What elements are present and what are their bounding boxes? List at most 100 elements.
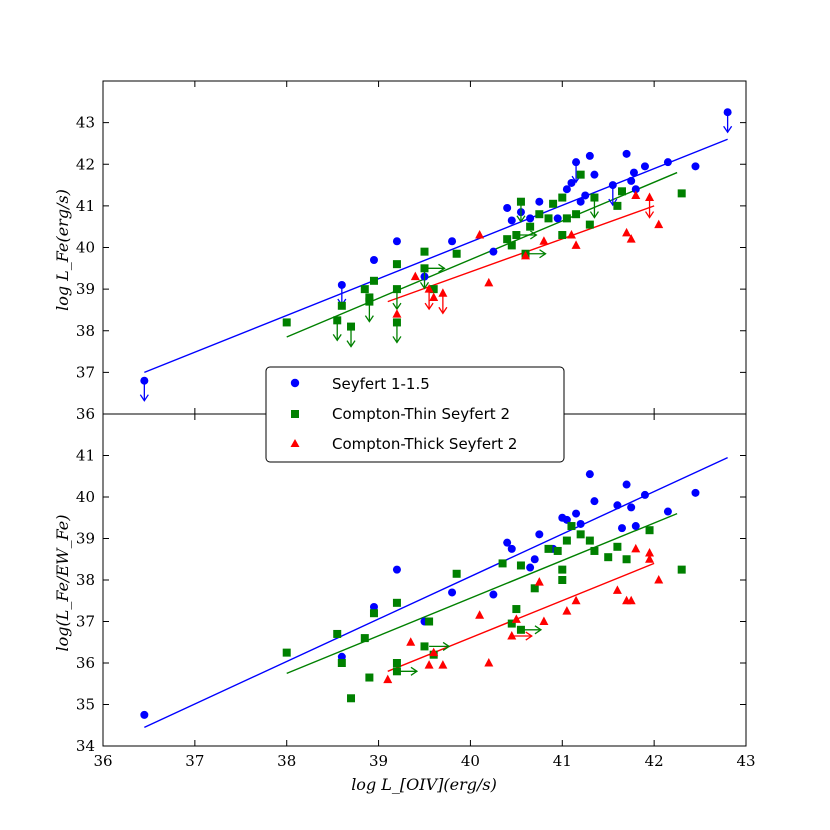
bottom-panel: 34 35 36 37 38 39 40 41 36 37 38 39 40 41 42 43: [76, 413, 756, 770]
bottom-fit-compton-thick-seyfert-2: [387, 562, 655, 672]
data-point: [626, 595, 636, 605]
data-point: [424, 660, 434, 669]
data-point: [438, 288, 448, 297]
legend-marker-seyfert1: [290, 378, 300, 388]
data-point: [544, 544, 553, 553]
data-point: [622, 227, 632, 237]
data-point: [645, 526, 654, 535]
data-point: [507, 241, 516, 250]
top-ytick-label: 42: [76, 155, 95, 173]
top-ytick-label: 40: [76, 239, 95, 257]
data-point: [613, 201, 622, 210]
data-point: [282, 648, 291, 657]
data-point: [392, 565, 401, 574]
data-point: [622, 480, 631, 489]
data-point: [337, 659, 346, 667]
data-point: [420, 247, 429, 256]
data-point: [558, 231, 567, 240]
bottom-xtick-label: 40: [461, 752, 480, 770]
data-point: [392, 309, 402, 318]
bottom-ytick-label: 34: [76, 737, 95, 755]
data-point: [585, 536, 594, 545]
data-point: [544, 214, 553, 223]
data-point: [590, 497, 599, 506]
data-point: [369, 602, 378, 611]
data-point: [645, 554, 655, 563]
data-point: [663, 507, 672, 516]
data-point: [572, 210, 581, 219]
data-point: [677, 565, 686, 574]
data-point: [534, 577, 544, 586]
upper-limit-arrowhead: [424, 302, 434, 311]
data-point: [654, 219, 664, 229]
data-point: [617, 524, 626, 533]
legend-label-compton-thick: Compton-Thick Seyfert 2: [332, 435, 517, 453]
data-point: [425, 617, 434, 626]
bottom-series-compton-thick-seyfert-2: [383, 543, 664, 684]
data-point: [617, 187, 626, 196]
data-point: [511, 614, 521, 623]
data-point: [562, 606, 572, 615]
data-point: [452, 569, 461, 578]
data-point: [365, 673, 374, 682]
data-point: [392, 260, 401, 269]
data-point: [526, 563, 535, 572]
data-point: [360, 634, 369, 643]
data-point: [549, 199, 558, 208]
data-point: [622, 149, 631, 158]
bottom-axes-frame: [102, 413, 747, 747]
legend-box: [265, 366, 565, 463]
data-point: [369, 276, 378, 285]
data-point: [448, 237, 457, 246]
bottom-fit-seyfert-1-1-5: [144, 456, 728, 728]
data-point: [631, 522, 640, 531]
data-point: [438, 660, 448, 669]
upper-limit-arrowhead: [419, 281, 430, 290]
bottom-ytick-label: 39: [76, 530, 95, 548]
bottom-xtick-label: 43: [736, 752, 755, 770]
data-point: [489, 247, 498, 256]
top-axes-frame: [102, 80, 747, 415]
data-point: [429, 647, 439, 657]
data-point: [365, 293, 374, 302]
data-point: [585, 470, 594, 479]
bottom-xtick-label: 41: [553, 752, 572, 770]
bottom-xtick-label: 37: [185, 752, 204, 770]
data-point: [576, 197, 585, 206]
bottom-ytick-label: 35: [76, 696, 95, 714]
data-point: [539, 616, 549, 625]
bottom-xtick-label: 38: [277, 752, 296, 770]
data-point: [429, 292, 439, 301]
data-point: [526, 214, 535, 223]
data-point: [571, 240, 581, 249]
legend-marker-compton-thick: [290, 439, 300, 447]
data-point: [627, 503, 636, 512]
upper-limit-arrowhead: [139, 394, 149, 402]
legend-label-compton-thin: Compton-Thin Seyfert 2: [332, 405, 510, 423]
data-point: [516, 561, 525, 570]
lower-limit-arrowhead: [442, 641, 451, 651]
data-point: [613, 501, 622, 510]
top-series-seyfert-1-1-5: [139, 108, 733, 402]
data-point: [631, 185, 640, 194]
data-point: [360, 285, 369, 294]
data-point: [613, 542, 622, 551]
data-point: [507, 631, 517, 640]
legend-marker-compton-thin: [291, 410, 299, 418]
data-point: [654, 575, 664, 584]
data-point: [581, 191, 590, 200]
data-point: [503, 538, 512, 547]
data-point: [622, 555, 631, 564]
data-point: [631, 543, 641, 553]
data-point: [448, 588, 457, 597]
data-point: [282, 318, 291, 327]
data-point: [337, 301, 346, 310]
bottom-ytick-label: 40: [76, 488, 95, 506]
data-point: [571, 595, 581, 605]
bottom-ytick-label: 36: [76, 654, 95, 672]
data-point: [333, 629, 342, 638]
data-point: [640, 490, 649, 499]
upper-limit-arrowhead: [516, 215, 526, 223]
data-point: [645, 192, 655, 202]
data-point: [612, 585, 622, 594]
